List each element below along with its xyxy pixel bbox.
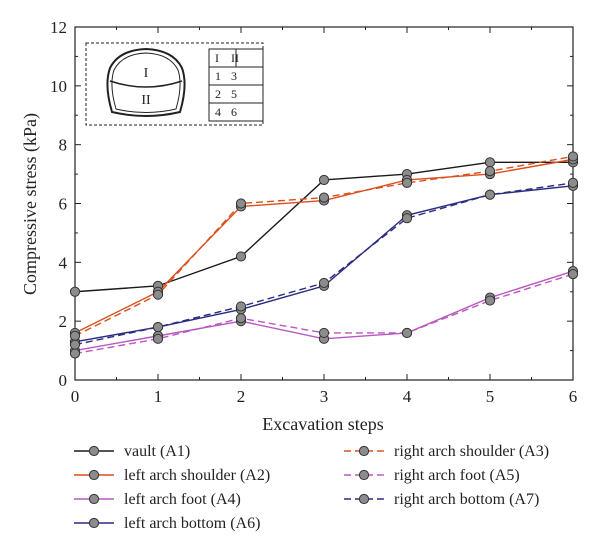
- data-point: [235, 198, 247, 209]
- legend-label: vault (A1): [124, 443, 190, 460]
- inset-table: I II1 32 54 6: [208, 48, 264, 122]
- y-tick-label: 2: [59, 312, 68, 331]
- tunnel-outline-inner: [111, 52, 181, 113]
- legend-label: left arch bottom (A6): [124, 515, 260, 532]
- data-point: [235, 251, 247, 262]
- legend-marker: [358, 493, 370, 505]
- series-line: [74, 185, 574, 343]
- inset-table-cell: I: [215, 51, 219, 65]
- section-upper-label: I: [144, 66, 149, 81]
- x-axis-title: Excavation steps: [262, 414, 383, 434]
- x-tick-label: 2: [237, 387, 246, 406]
- data-point: [401, 213, 413, 224]
- data-point: [69, 339, 81, 350]
- x-tick-label: 4: [403, 387, 412, 406]
- data-point: [152, 289, 164, 300]
- x-tick-label: 5: [486, 387, 495, 406]
- section-lower-label: II: [141, 93, 151, 108]
- data-point: [484, 189, 496, 200]
- data-point: [318, 277, 330, 289]
- series-lines: [74, 155, 574, 355]
- inset-table-cell: 1: [215, 69, 221, 83]
- data-point: [152, 333, 164, 344]
- inset-table-cell: 3: [231, 69, 237, 83]
- data-point: [318, 192, 330, 203]
- y-tick-label: 12: [50, 18, 67, 37]
- legend-marker: [88, 517, 100, 529]
- tunnel-section-inset: I II I II1 32 54 6: [85, 42, 264, 126]
- x-tick-label: 1: [154, 387, 163, 406]
- legend-marker: [358, 445, 370, 457]
- data-point: [235, 301, 247, 312]
- tunnel-outline-outer: [106, 47, 186, 117]
- legend-label: right arch bottom (A7): [394, 491, 539, 508]
- data-point: [69, 348, 81, 359]
- y-tick-label: 0: [59, 371, 68, 390]
- data-point: [69, 330, 81, 341]
- legend-marker: [88, 493, 100, 505]
- legend-marker: [88, 445, 100, 457]
- data-point: [484, 157, 496, 168]
- legend-label: left arch foot (A4): [124, 491, 241, 508]
- x-tick-label: 3: [320, 387, 329, 406]
- data-point: [567, 151, 579, 162]
- legend-label: left arch shoulder (A2): [124, 467, 270, 484]
- y-tick-label: 10: [50, 77, 67, 96]
- inset-table-cell: 6: [231, 105, 237, 119]
- inset-table-cell: II: [231, 51, 239, 65]
- series-line: [74, 182, 574, 346]
- data-point: [567, 269, 579, 280]
- data-point: [401, 327, 413, 339]
- legend-label: right arch shoulder (A3): [394, 443, 549, 460]
- series-line: [74, 158, 574, 334]
- legend-label: right arch foot (A5): [394, 467, 520, 484]
- y-axis-title: Compressive stress (kPa): [20, 113, 41, 295]
- ticks: [74, 26, 574, 381]
- legend-marker: [358, 469, 370, 481]
- inset-table-cell: 5: [231, 87, 237, 101]
- y-tick-label: 6: [59, 195, 68, 214]
- tunnel-bench-line: [109, 80, 183, 88]
- legend-marker: [88, 469, 100, 481]
- data-point: [318, 174, 330, 186]
- data-point: [484, 295, 496, 306]
- inset-table-cell: 4: [215, 105, 221, 119]
- data-point: [567, 177, 579, 189]
- legend: vault (A1) left arch shoulder (A2) left ar…: [74, 443, 549, 532]
- series-markers: [69, 151, 579, 359]
- y-tick-label: 8: [59, 136, 68, 155]
- data-point: [318, 327, 330, 339]
- x-tick-label: 6: [569, 387, 578, 406]
- x-tick-label: 0: [71, 387, 80, 406]
- data-point: [152, 321, 164, 333]
- data-point: [69, 286, 81, 297]
- y-tick-label: 4: [59, 253, 68, 272]
- data-point: [484, 166, 496, 177]
- data-point: [235, 313, 247, 324]
- inset-table-cell: 2: [215, 87, 221, 101]
- data-point: [401, 177, 413, 189]
